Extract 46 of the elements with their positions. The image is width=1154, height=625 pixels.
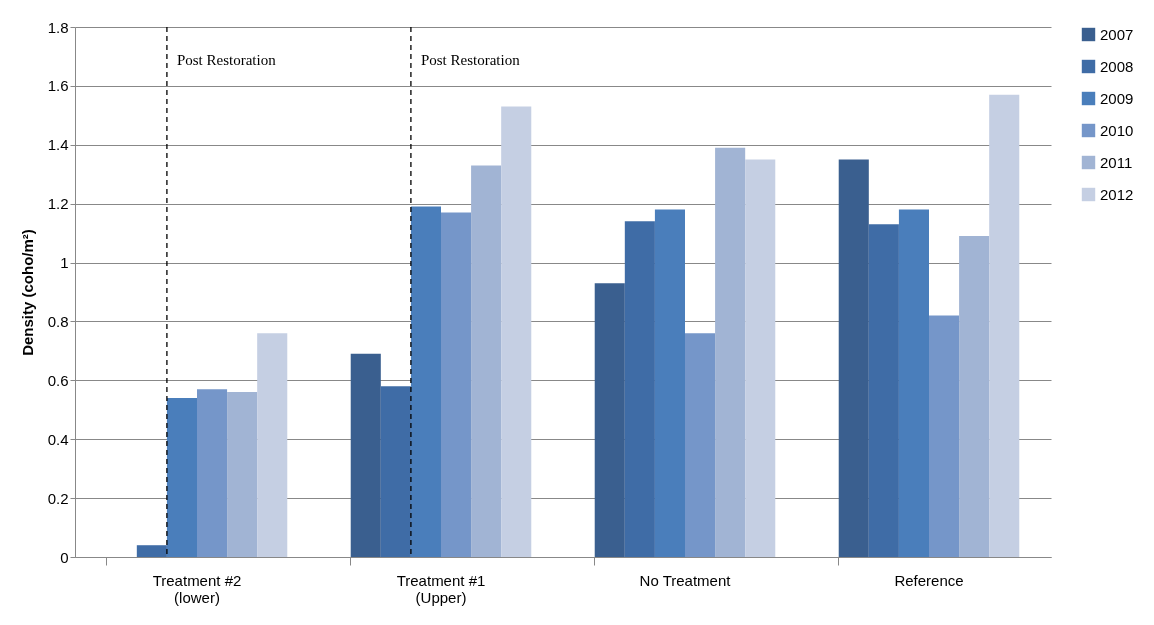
legend-label: 2012 — [1100, 185, 1134, 203]
y-tick-label: 0 — [60, 548, 69, 566]
y-tick-label: 1.4 — [47, 136, 69, 154]
bar — [989, 94, 1020, 557]
bar — [166, 398, 197, 557]
ref-line-label: Post Restoration — [420, 52, 521, 68]
bar — [227, 392, 258, 557]
bar — [380, 386, 411, 557]
bar — [838, 159, 869, 557]
x-tick-label: Treatment #1 (Upper) — [396, 571, 486, 606]
bar — [898, 209, 929, 557]
y-axis-title: Density (coho/m²) — [18, 229, 36, 356]
bar — [197, 389, 228, 557]
legend-label: 2011 — [1100, 153, 1133, 171]
y-tick-label: 1.2 — [47, 195, 69, 213]
y-tick-label: 1.8 — [47, 18, 69, 36]
x-tick-label: Treatment #2 (lower) — [152, 571, 242, 606]
bar — [959, 236, 990, 557]
bar — [868, 224, 899, 557]
bar — [745, 159, 776, 557]
y-tick-label: 1 — [60, 254, 69, 272]
bar — [624, 221, 655, 557]
y-tick-label: 0.2 — [47, 489, 69, 507]
ref-line-label: Post Restoration — [176, 52, 277, 68]
y-tick-label: 0.6 — [47, 371, 69, 389]
legend-label: 2007 — [1100, 25, 1134, 43]
bar — [350, 353, 381, 557]
bar — [257, 333, 288, 557]
legend-label: 2010 — [1100, 121, 1134, 139]
x-tick-label: No Treatment — [639, 571, 732, 589]
x-tick-label: Reference — [894, 571, 964, 589]
y-tick-label: 1.6 — [47, 77, 69, 95]
bar — [685, 333, 716, 557]
bar — [410, 206, 441, 557]
bar — [136, 545, 167, 557]
legend-label: 2008 — [1100, 57, 1134, 75]
y-tick-label: 0.8 — [47, 312, 69, 330]
bar — [441, 212, 472, 557]
bar — [929, 315, 960, 557]
bar — [501, 106, 532, 557]
bar — [654, 209, 685, 557]
bar — [594, 283, 625, 557]
bar — [471, 165, 502, 557]
y-tick-label: 0.4 — [47, 430, 69, 448]
bar — [715, 147, 746, 557]
legend-label: 2009 — [1100, 89, 1134, 107]
